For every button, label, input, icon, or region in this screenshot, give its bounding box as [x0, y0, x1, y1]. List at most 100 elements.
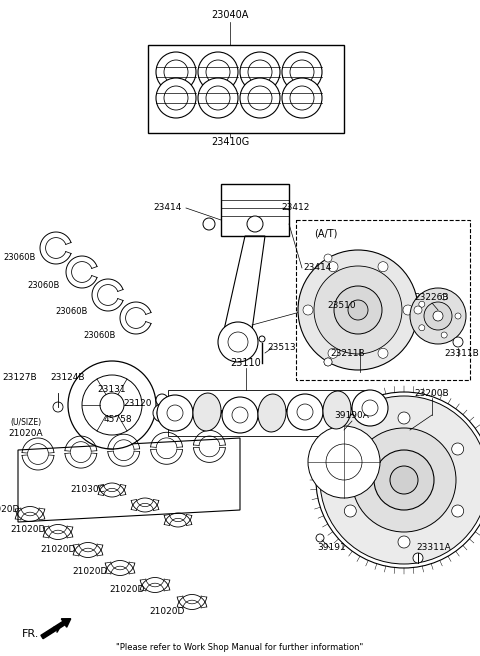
- Circle shape: [156, 78, 196, 118]
- Circle shape: [419, 301, 425, 307]
- Text: 23211B: 23211B: [331, 350, 365, 358]
- Ellipse shape: [193, 393, 221, 431]
- Circle shape: [164, 86, 188, 110]
- Circle shape: [282, 52, 322, 92]
- Bar: [296, 220, 470, 380]
- Circle shape: [290, 86, 314, 110]
- Circle shape: [203, 218, 215, 230]
- Circle shape: [100, 393, 124, 417]
- Circle shape: [68, 361, 156, 449]
- Circle shape: [156, 52, 196, 92]
- Circle shape: [398, 536, 410, 548]
- Circle shape: [303, 305, 313, 315]
- Circle shape: [378, 348, 388, 358]
- Circle shape: [232, 407, 248, 423]
- Circle shape: [240, 78, 280, 118]
- Circle shape: [314, 266, 402, 354]
- Text: 23410G: 23410G: [211, 137, 249, 147]
- Circle shape: [324, 358, 332, 366]
- Text: 21020D: 21020D: [0, 506, 20, 514]
- Circle shape: [419, 325, 425, 331]
- Circle shape: [282, 78, 322, 118]
- Circle shape: [297, 404, 313, 420]
- Circle shape: [328, 262, 338, 272]
- Circle shape: [378, 262, 388, 272]
- Circle shape: [248, 86, 272, 110]
- Circle shape: [316, 534, 324, 542]
- Text: 23060B: 23060B: [56, 308, 88, 316]
- Circle shape: [398, 412, 410, 424]
- Circle shape: [348, 300, 368, 320]
- Bar: [168, 390, 368, 436]
- Circle shape: [328, 348, 338, 358]
- Text: (A/T): (A/T): [314, 229, 337, 239]
- Text: 23412: 23412: [282, 203, 310, 213]
- Text: 23060B: 23060B: [4, 253, 36, 262]
- Circle shape: [228, 332, 248, 352]
- Text: 23060B: 23060B: [84, 331, 116, 340]
- Circle shape: [413, 553, 423, 563]
- Circle shape: [374, 450, 434, 510]
- Circle shape: [247, 216, 263, 232]
- Circle shape: [390, 466, 418, 494]
- Text: 23513: 23513: [268, 344, 296, 352]
- Circle shape: [410, 288, 466, 344]
- Circle shape: [316, 392, 480, 568]
- Circle shape: [206, 60, 230, 84]
- Circle shape: [352, 390, 388, 426]
- Text: "Please refer to Work Shop Manual for further information": "Please refer to Work Shop Manual for fu…: [116, 644, 364, 653]
- Text: 23226B: 23226B: [415, 293, 449, 302]
- Circle shape: [240, 52, 280, 92]
- Text: FR.: FR.: [22, 629, 39, 639]
- Text: 23131: 23131: [98, 386, 126, 394]
- Text: 39190A: 39190A: [335, 411, 370, 420]
- Circle shape: [287, 394, 323, 430]
- Text: (U/SIZE): (U/SIZE): [11, 419, 42, 428]
- Circle shape: [334, 286, 382, 334]
- Text: 23124B: 23124B: [51, 373, 85, 382]
- Text: 23311B: 23311B: [444, 350, 479, 358]
- Text: 21020D: 21020D: [109, 586, 145, 594]
- Circle shape: [259, 336, 265, 342]
- Circle shape: [308, 426, 380, 498]
- Circle shape: [441, 332, 447, 338]
- Text: 21020A: 21020A: [9, 430, 43, 438]
- Circle shape: [441, 294, 447, 300]
- Circle shape: [352, 428, 456, 532]
- Circle shape: [222, 397, 258, 433]
- Circle shape: [82, 375, 142, 435]
- Text: 39191: 39191: [318, 544, 347, 552]
- Circle shape: [164, 60, 188, 84]
- Circle shape: [218, 322, 258, 362]
- Text: 21020D: 21020D: [41, 546, 76, 554]
- Circle shape: [362, 400, 378, 416]
- Text: 23120: 23120: [124, 400, 152, 409]
- Circle shape: [157, 395, 193, 431]
- FancyArrow shape: [41, 619, 71, 639]
- Text: 21020D: 21020D: [72, 567, 108, 577]
- Circle shape: [324, 358, 332, 366]
- Ellipse shape: [323, 391, 351, 429]
- Circle shape: [455, 313, 461, 319]
- Circle shape: [326, 444, 362, 480]
- Text: 21020D: 21020D: [150, 607, 185, 617]
- Circle shape: [198, 52, 238, 92]
- Circle shape: [198, 78, 238, 118]
- Circle shape: [433, 311, 443, 321]
- Bar: [221, 184, 289, 236]
- Circle shape: [424, 302, 452, 330]
- Text: 23510: 23510: [328, 300, 356, 310]
- Circle shape: [157, 408, 167, 418]
- Circle shape: [298, 250, 418, 370]
- Circle shape: [344, 443, 356, 455]
- Circle shape: [320, 396, 480, 564]
- Text: 21020D: 21020D: [11, 525, 46, 535]
- Circle shape: [206, 86, 230, 110]
- Circle shape: [153, 404, 171, 422]
- Circle shape: [156, 394, 168, 406]
- Text: 21030C: 21030C: [70, 485, 105, 495]
- Text: 45758: 45758: [104, 415, 132, 424]
- Text: 23110: 23110: [230, 358, 262, 368]
- Circle shape: [324, 254, 332, 262]
- Circle shape: [248, 60, 272, 84]
